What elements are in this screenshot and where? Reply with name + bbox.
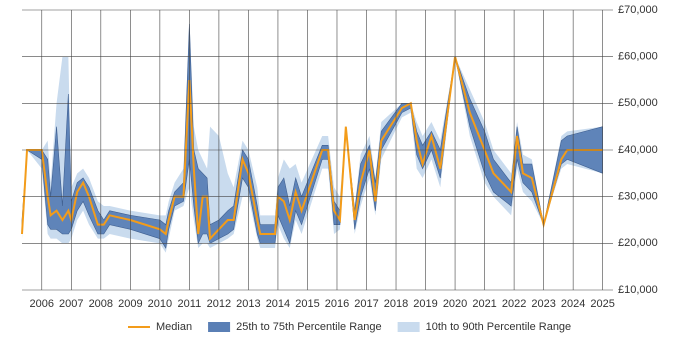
x-tick-label: 2014 — [266, 298, 290, 310]
legend-label: Median — [156, 321, 192, 333]
percentile-band — [22, 19, 603, 253]
x-tick-label: 2012 — [207, 298, 231, 310]
x-tick-label: 2018 — [384, 298, 408, 310]
x-tick-label: 2021 — [472, 298, 496, 310]
y-tick-label: £10,000 — [618, 284, 658, 296]
legend-swatch — [208, 322, 231, 332]
median-line — [21, 56, 603, 242]
x-tick-label: 2023 — [531, 298, 555, 310]
x-tick-label: 2015 — [295, 298, 319, 310]
legend-label: 25th to 75th Percentile Range — [236, 321, 382, 333]
y-tick-label: £20,000 — [618, 237, 658, 249]
x-tick-label: 2020 — [443, 298, 467, 310]
y-tick-label: £60,000 — [618, 51, 658, 63]
x-tick-label: 2019 — [413, 298, 437, 310]
x-tick-label: 2007 — [59, 298, 83, 310]
x-tick-label: 2009 — [118, 298, 142, 310]
x-tick-label: 2022 — [502, 298, 526, 310]
x-tick-label: 2006 — [30, 298, 54, 310]
y-tick-label: £50,000 — [618, 97, 658, 109]
x-tick-label: 2024 — [561, 298, 585, 310]
y-tick-label: £70,000 — [618, 4, 658, 16]
x-tick-label: 2013 — [236, 298, 260, 310]
legend-label: 10th to 90th Percentile Range — [426, 321, 572, 333]
y-tick-label: £30,000 — [618, 191, 658, 203]
legend-swatch — [397, 322, 420, 332]
x-tick-label: 2011 — [178, 298, 202, 310]
x-tick-label: 2025 — [590, 298, 614, 310]
x-tick-label: 2016 — [325, 298, 349, 310]
y-tick-label: £40,000 — [618, 144, 658, 156]
x-tick-label: 2017 — [354, 298, 378, 310]
x-tick-label: 2010 — [148, 298, 172, 310]
x-tick-label: 2008 — [89, 298, 113, 310]
